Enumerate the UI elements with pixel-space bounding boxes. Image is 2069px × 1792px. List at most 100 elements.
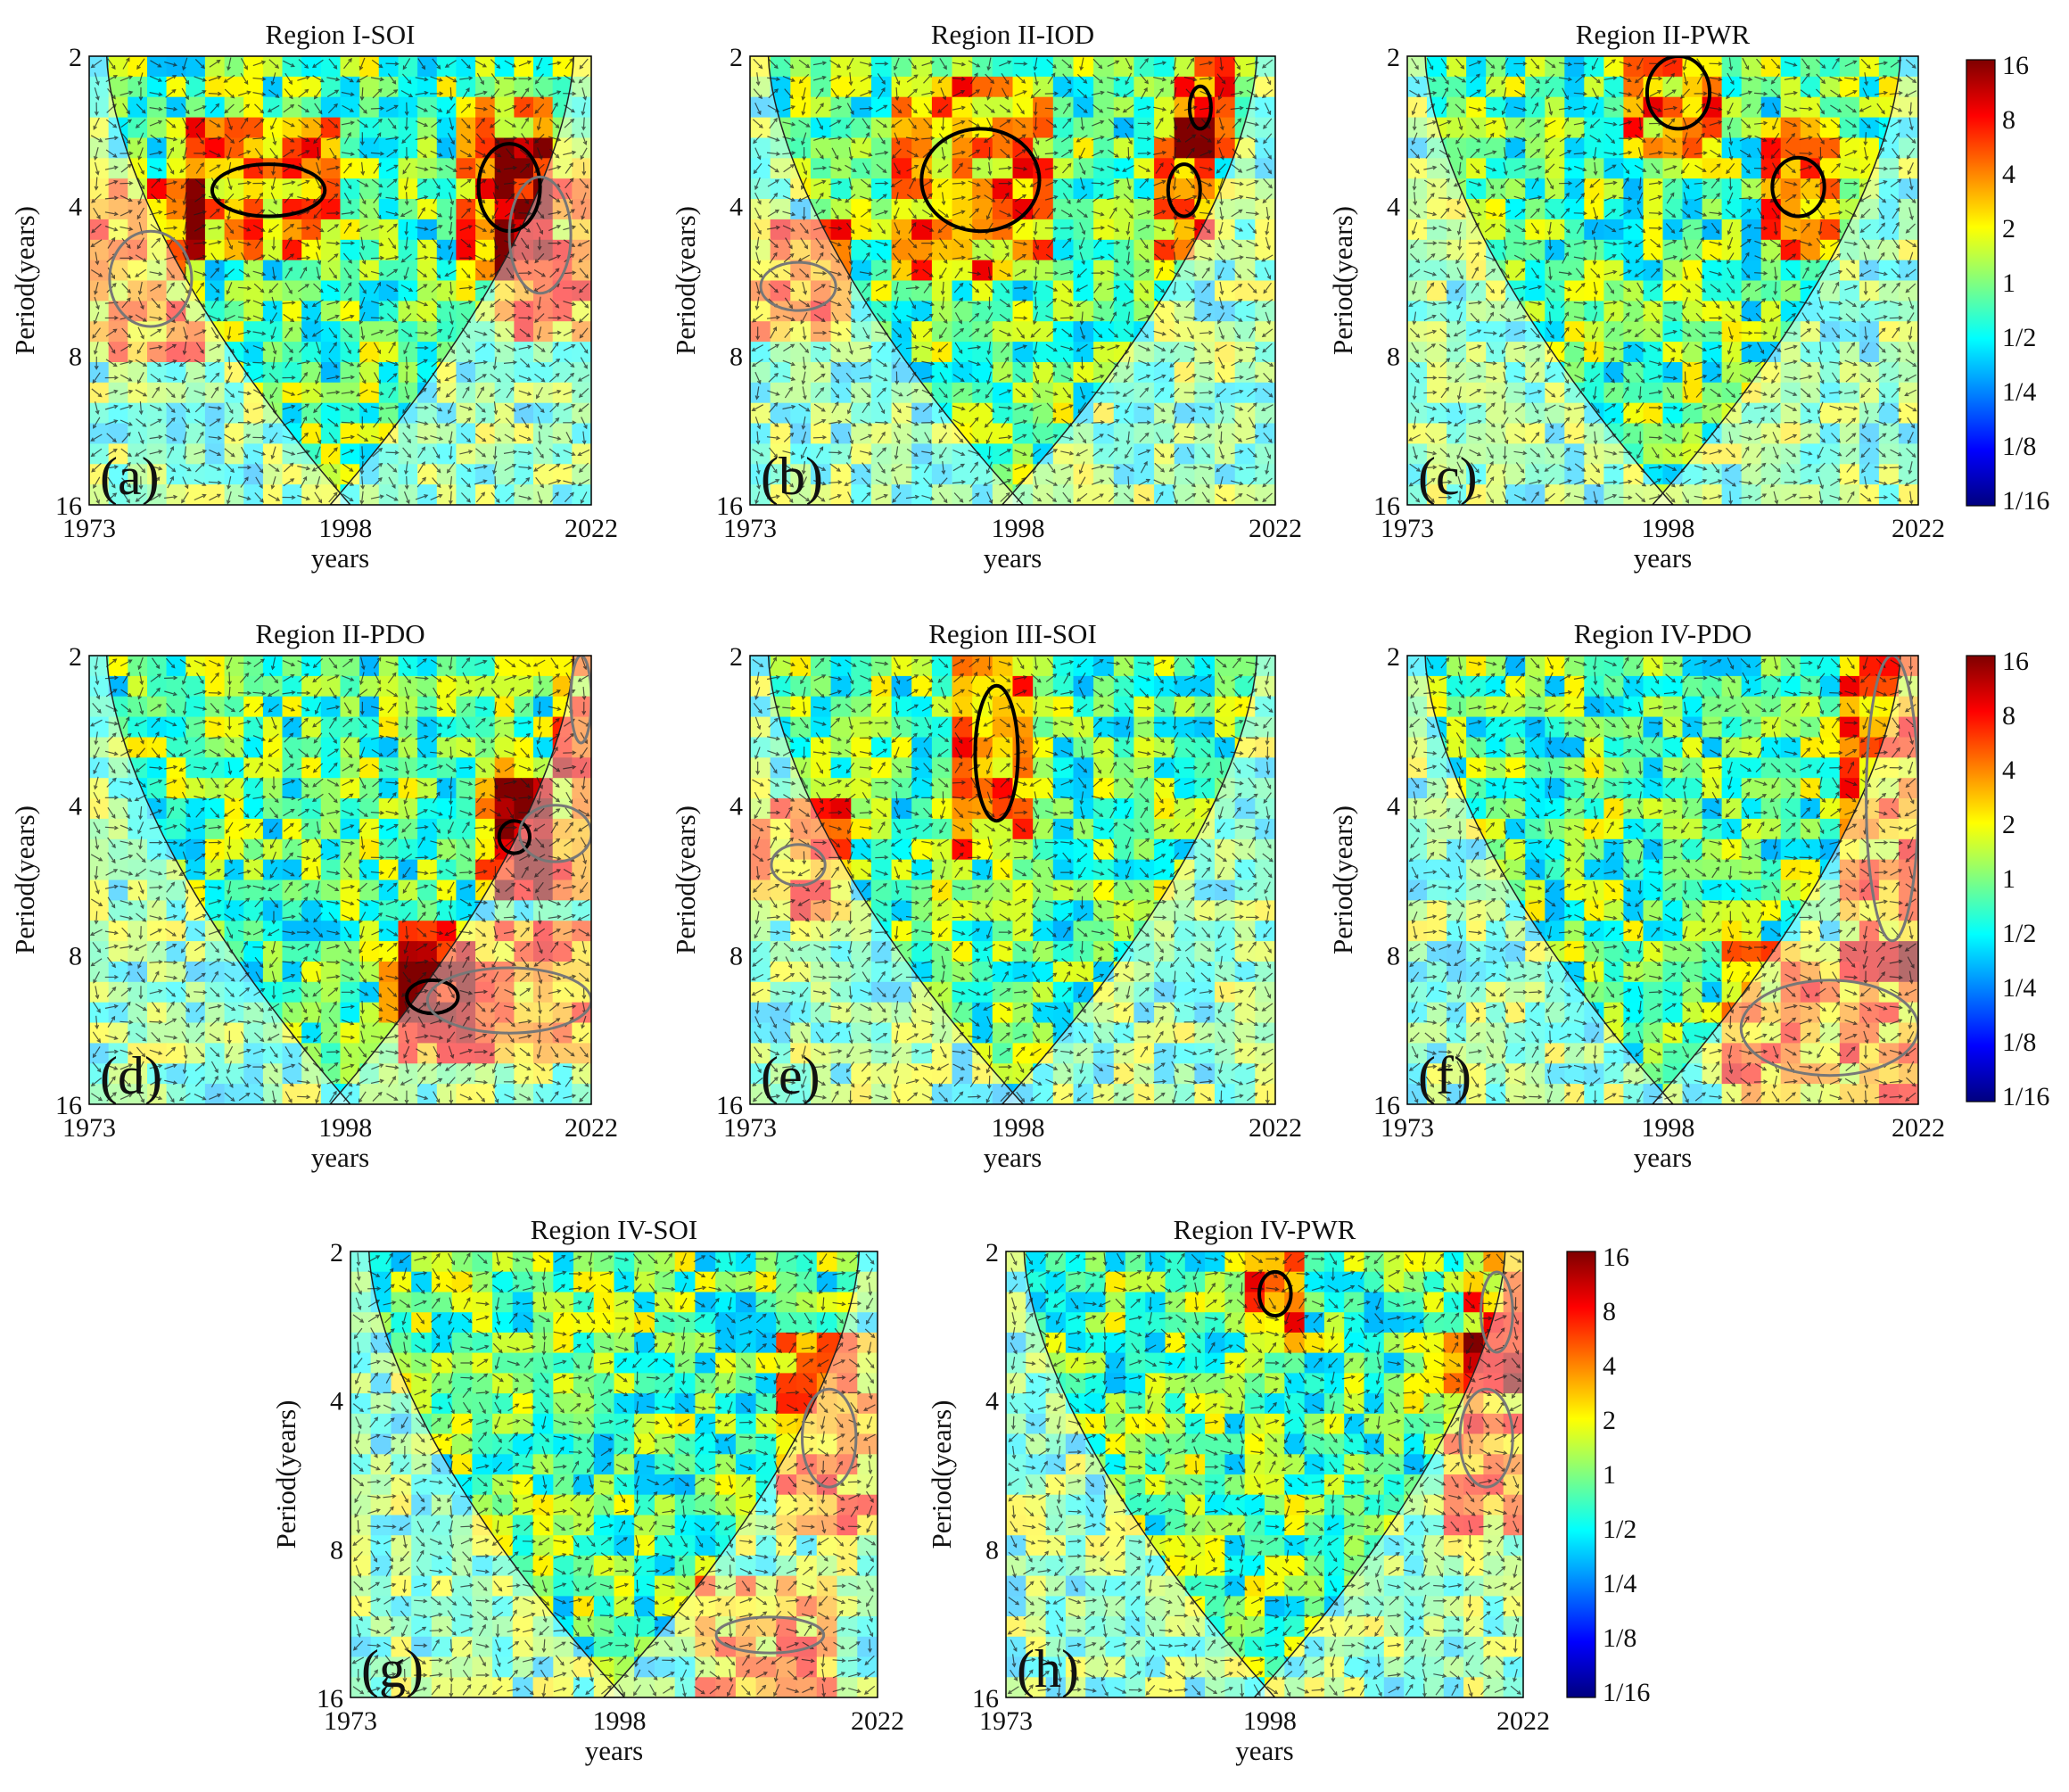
phase-arrow (1500, 282, 1509, 294)
heatmap-cell (1525, 464, 1546, 485)
phase-arrow (877, 461, 886, 475)
heatmap-cell (147, 117, 168, 139)
phase-arrow (268, 59, 280, 69)
heatmap-cell (89, 656, 110, 677)
phase-arrow (1845, 194, 1857, 202)
phase-arrow (1122, 104, 1134, 113)
heatmap-cell (340, 178, 360, 200)
phase-arrow (1785, 253, 1797, 263)
phase-arrow (445, 75, 457, 83)
phase-arrow (272, 267, 276, 281)
heatmap-cell (204, 443, 226, 465)
phase-arrow (1905, 223, 1916, 234)
phase-arrow (297, 135, 310, 142)
phase-arrow (1261, 59, 1274, 69)
phase-arrow (209, 464, 222, 471)
phase-arrow (1262, 492, 1273, 503)
phase-arrow (1092, 448, 1104, 457)
phase-arrow (813, 284, 826, 293)
phase-arrow (1784, 331, 1798, 336)
heatmap-cell (1073, 239, 1094, 261)
heatmap-cell (1466, 382, 1487, 404)
phase-arrow (847, 491, 854, 505)
heatmap-cell (1878, 56, 1900, 78)
phase-arrow (387, 417, 397, 429)
phase-arrow (1503, 446, 1507, 460)
phase-arrow (1457, 161, 1462, 176)
phase-arrow (1710, 284, 1721, 293)
heatmap-cell (417, 199, 438, 220)
phase-arrow (861, 387, 871, 399)
phase-arrow (564, 358, 575, 368)
heatmap-cell (1780, 76, 1801, 98)
y-axis-label: Period(years) (1327, 206, 1358, 355)
phase-arrow (1483, 255, 1497, 261)
phase-arrow (1062, 102, 1071, 114)
heatmap-cell (243, 757, 264, 779)
phase-arrow (1575, 387, 1586, 398)
phase-arrow (1199, 300, 1213, 307)
phase-arrow (1815, 88, 1826, 99)
phase-arrow (518, 344, 532, 351)
phase-arrow (107, 58, 116, 70)
heatmap-cell (147, 56, 168, 78)
heatmap-cell (1662, 76, 1684, 98)
phase-arrow (923, 461, 932, 474)
phase-arrow (1605, 372, 1615, 384)
phase-arrow (1547, 221, 1552, 235)
phase-arrow (1502, 87, 1507, 102)
phase-arrow (1125, 236, 1131, 251)
phase-arrow (923, 252, 933, 264)
phase-arrow (801, 87, 806, 101)
phase-arrow (938, 402, 948, 414)
phase-arrow (812, 61, 828, 66)
phase-arrow (1410, 148, 1421, 160)
phase-arrow (847, 236, 853, 251)
phase-arrow (1845, 447, 1857, 458)
phase-arrow (1016, 222, 1026, 234)
heatmap-cell (89, 443, 110, 465)
phase-arrow (94, 102, 99, 116)
heatmap-cell (1255, 158, 1275, 179)
phase-arrow (1044, 270, 1059, 276)
phase-arrow (1032, 432, 1041, 444)
heatmap-cell (398, 362, 418, 384)
phase-arrow (1755, 178, 1767, 188)
phase-arrow (812, 165, 828, 170)
phase-arrow (403, 267, 409, 280)
phase-arrow (252, 345, 267, 351)
phase-arrow (415, 255, 429, 260)
phase-arrow (1830, 148, 1842, 159)
phase-arrow (284, 282, 293, 294)
phase-arrow (1483, 376, 1497, 381)
phase-arrow (1484, 88, 1496, 98)
phase-arrow (449, 311, 454, 326)
heatmap-cell (147, 301, 168, 322)
phase-arrow (1091, 255, 1105, 260)
heatmap-cell (1093, 484, 1115, 505)
phase-arrow (1573, 450, 1587, 456)
phase-arrow (430, 493, 443, 500)
phase-arrow (1425, 491, 1435, 503)
heatmap-cell (417, 321, 438, 343)
heatmap-cell (1839, 342, 1860, 363)
heatmap-cell (1073, 219, 1094, 241)
phase-arrow (1170, 103, 1180, 114)
heatmap-cell (770, 199, 791, 220)
heatmap-cell (572, 675, 591, 698)
heatmap-cell (128, 280, 148, 301)
phase-arrow (430, 91, 444, 96)
heatmap-cell (1113, 443, 1135, 465)
phase-arrow (1468, 241, 1483, 245)
heatmap-cell (533, 757, 554, 779)
heatmap-cell (1215, 402, 1236, 425)
heatmap-cell (1215, 382, 1236, 404)
phase-arrow (1001, 72, 1010, 86)
phase-arrow (208, 225, 222, 230)
phase-arrow (815, 358, 825, 369)
phase-arrow (1634, 268, 1646, 277)
heatmap-cell (1073, 423, 1094, 444)
phase-arrow (1092, 58, 1103, 70)
heatmap-cell (1525, 56, 1546, 78)
phase-arrow (105, 180, 119, 186)
